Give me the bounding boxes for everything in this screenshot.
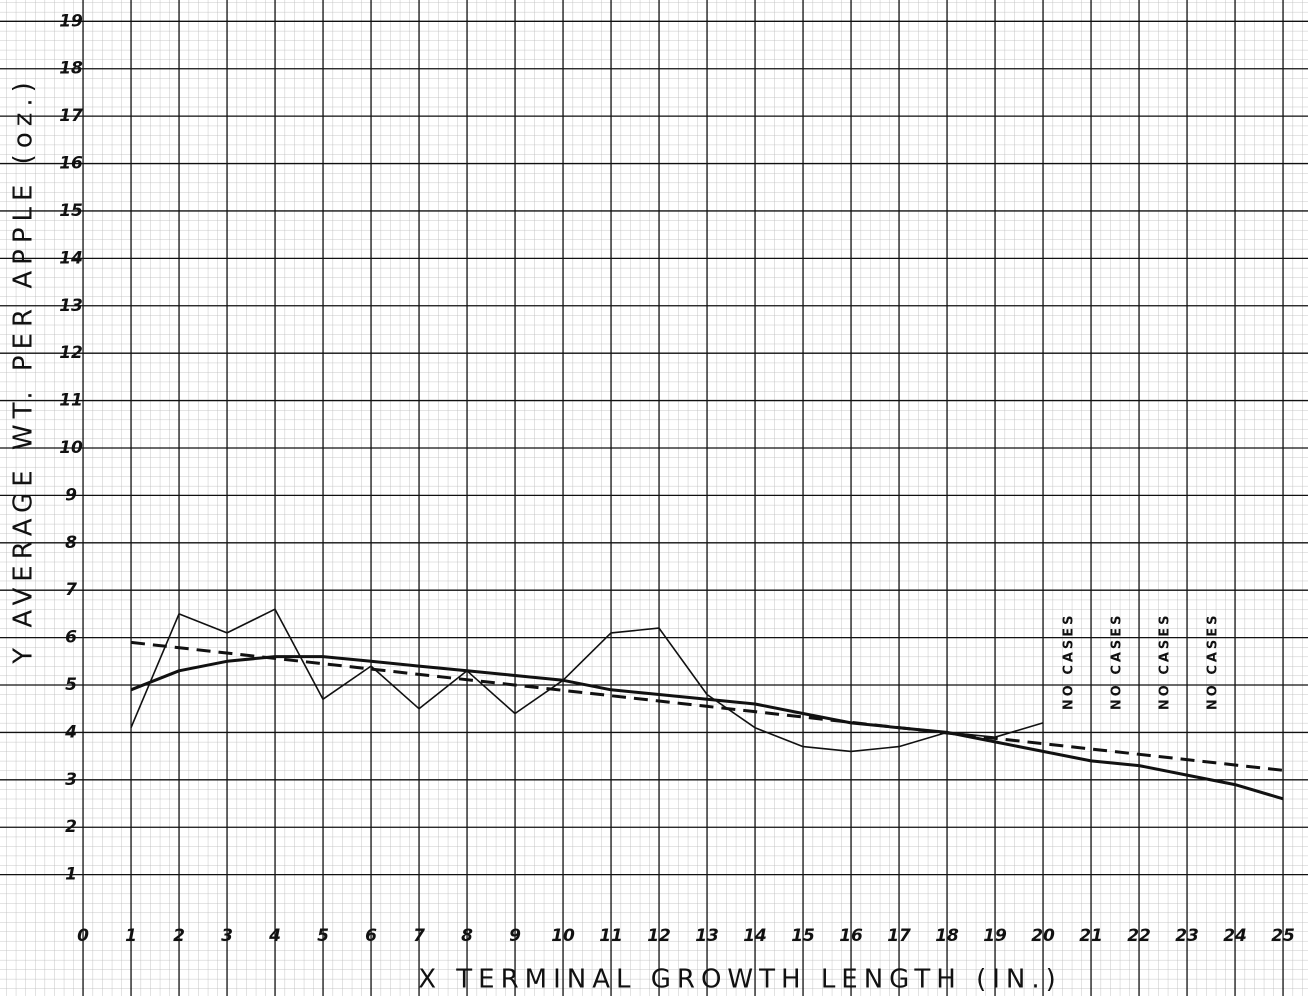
y-tick-label: 9 <box>65 485 77 505</box>
y-tick-label: 1 <box>65 865 77 885</box>
y-tick-label: 16 <box>59 154 83 174</box>
annotation: NO CASES <box>1206 612 1221 710</box>
x-tick-label: 25 <box>1271 926 1295 946</box>
y-tick-label: 4 <box>64 722 77 742</box>
annotation: NO CASES <box>1110 612 1125 710</box>
x-tick-label: 2 <box>173 926 185 946</box>
y-tick-label: 14 <box>59 248 83 268</box>
y-tick-label: 11 <box>59 391 83 411</box>
y-tick-label: 6 <box>65 628 77 648</box>
x-tick-label: 4 <box>268 926 281 946</box>
y-tick-label: 3 <box>65 770 77 790</box>
annotation: NO CASES <box>1158 612 1173 710</box>
x-tick-label: 5 <box>317 926 329 946</box>
x-tick-label: 7 <box>413 926 425 946</box>
y-tick-label: 13 <box>59 296 83 316</box>
x-tick-label: 8 <box>461 926 473 946</box>
x-tick-label: 18 <box>935 926 959 946</box>
x-tick-label: 9 <box>509 926 521 946</box>
chart: X TERMINAL GROWTH LENGTH (IN.) Y AVERAGE… <box>0 0 1308 996</box>
x-tick-label: 11 <box>599 926 623 946</box>
x-tick-label: 12 <box>647 926 671 946</box>
x-tick-label: 1 <box>125 926 137 946</box>
x-tick-label: 15 <box>791 926 815 946</box>
y-tick-label: 12 <box>59 343 83 363</box>
x-tick-label: 22 <box>1127 926 1151 946</box>
y-tick-label: 2 <box>65 817 77 837</box>
x-tick-label: 21 <box>1079 926 1103 946</box>
x-tick-label: 20 <box>1031 926 1055 946</box>
y-axis-label: Y AVERAGE WT. PER APPLE (oz.) <box>9 76 39 665</box>
y-tick-label: 15 <box>59 201 83 221</box>
y-tick-label: 8 <box>65 533 77 553</box>
x-tick-label: 17 <box>887 926 911 946</box>
x-tick-label: 10 <box>551 926 575 946</box>
x-tick-label: 16 <box>839 926 863 946</box>
x-tick-label: 19 <box>983 926 1007 946</box>
y-tick-label: 17 <box>59 106 83 126</box>
x-tick-label: 0 <box>77 926 89 946</box>
x-tick-label: 13 <box>695 926 719 946</box>
x-tick-label: 14 <box>743 926 767 946</box>
graph-paper <box>0 0 1308 996</box>
x-tick-label: 23 <box>1175 926 1199 946</box>
x-tick-label: 24 <box>1223 926 1247 946</box>
x-tick-label: 6 <box>365 926 377 946</box>
y-tick-label: 18 <box>59 59 83 79</box>
y-tick-label: 19 <box>59 11 83 31</box>
x-tick-label: 3 <box>221 926 233 946</box>
y-tick-label: 5 <box>65 675 77 695</box>
y-tick-label: 7 <box>65 580 77 600</box>
y-tick-label: 10 <box>59 438 83 458</box>
annotation: NO CASES <box>1062 612 1077 710</box>
